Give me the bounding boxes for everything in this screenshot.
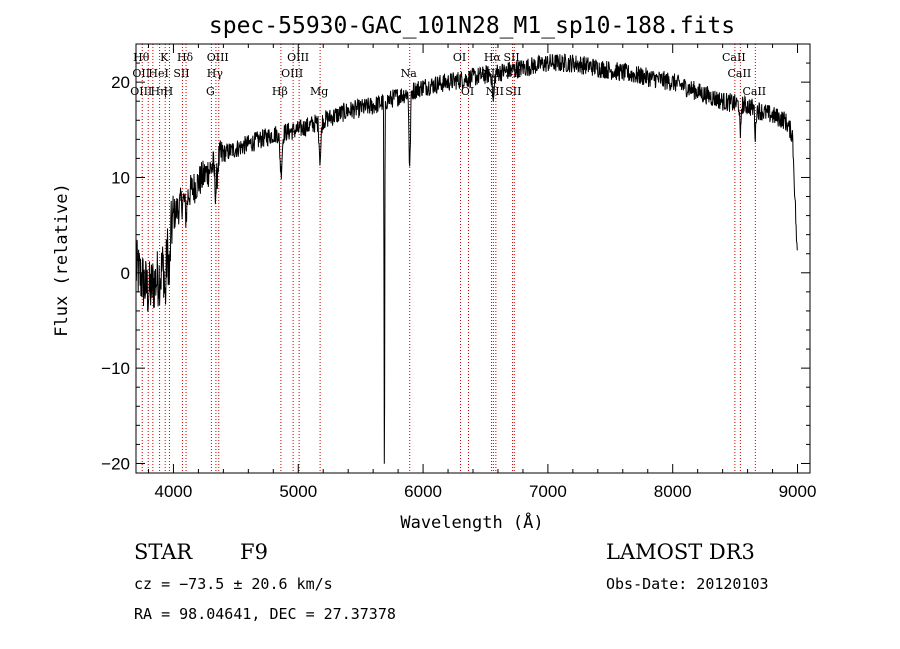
y-tick-label: 20 bbox=[111, 73, 130, 92]
x-tick-label: 8000 bbox=[654, 482, 692, 501]
line-label: CaII bbox=[728, 67, 752, 80]
line-label: G bbox=[206, 85, 215, 98]
line-label: HeI bbox=[148, 67, 168, 80]
line-label: OII bbox=[132, 67, 150, 80]
line-label: Hθ bbox=[133, 51, 150, 64]
line-label: Hγ bbox=[207, 67, 224, 80]
line-label: OIII bbox=[207, 51, 229, 64]
x-tick-label: 5000 bbox=[279, 482, 317, 501]
x-tick-label: 7000 bbox=[529, 482, 567, 501]
line-label: OIII bbox=[130, 85, 152, 98]
line-label: Na bbox=[401, 67, 418, 80]
line-label: Mg bbox=[310, 85, 328, 98]
x-axis-label: Wavelength (Å) bbox=[400, 511, 543, 533]
chart-title: spec-55930-GAC_101N28_M1_sp10-188.fits bbox=[209, 13, 735, 39]
line-label: CaII bbox=[742, 85, 766, 98]
y-axis-label: Flux (relative) bbox=[52, 183, 72, 337]
line-markers: Hθ OII OIII HeI Hη K H SII Hδ G Hγ OIII Hβ OIII OIII Mg… bbox=[130, 44, 766, 473]
line-label: NII bbox=[486, 85, 504, 98]
observation-date: Obs-Date: 20120103 bbox=[606, 575, 769, 593]
line-label: Hη bbox=[150, 85, 166, 98]
coordinates: RA = 98.04641, DEC = 27.37378 bbox=[134, 605, 396, 623]
line-label: SII bbox=[503, 51, 519, 64]
x-tick-label: 6000 bbox=[404, 482, 442, 501]
survey-name: LAMOST DR3 bbox=[606, 540, 755, 564]
line-label: SII bbox=[505, 85, 521, 98]
line-label: OI bbox=[461, 85, 474, 98]
line-label: CaII bbox=[722, 51, 746, 64]
y-tick-label: −10 bbox=[101, 359, 130, 378]
line-label: Hβ bbox=[272, 85, 288, 98]
y-tick-label: 10 bbox=[111, 168, 130, 187]
plot-frame bbox=[135, 43, 811, 474]
axis-ticks: 4000 5000 6000 7000 8000 9000 −20 −10 0 10 20 bbox=[101, 43, 817, 501]
line-label: K bbox=[160, 51, 169, 64]
redshift-value: cz = −73.5 ± 20.6 km/s bbox=[134, 575, 333, 593]
spectral-subclass: F9 bbox=[240, 540, 268, 564]
spectral-class: STAR bbox=[134, 540, 193, 564]
spectrum-series bbox=[135, 53, 798, 464]
x-tick-label: 9000 bbox=[779, 482, 817, 501]
line-label: OIII bbox=[287, 51, 309, 64]
line-label: OI bbox=[453, 51, 466, 64]
y-tick-label: −20 bbox=[101, 454, 130, 473]
line-label: OIII bbox=[281, 67, 303, 80]
line-label: Hδ bbox=[177, 51, 194, 64]
line-label: Hα bbox=[484, 51, 502, 64]
x-tick-label: 4000 bbox=[155, 482, 193, 501]
line-label: H bbox=[164, 85, 174, 98]
line-label: SII bbox=[173, 67, 189, 80]
y-tick-label: 0 bbox=[121, 264, 130, 283]
